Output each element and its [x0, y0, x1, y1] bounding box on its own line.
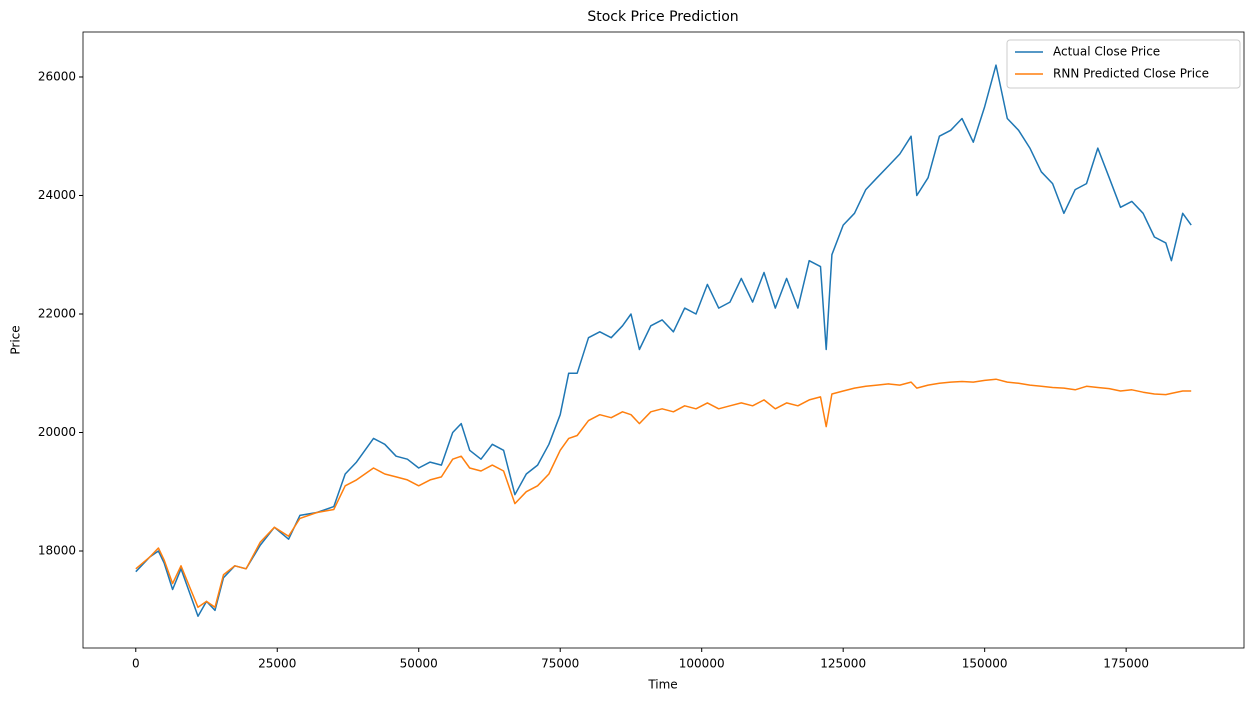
- x-tick-label: 175000: [1103, 657, 1149, 671]
- x-tick-label: 50000: [400, 657, 438, 671]
- y-tick-label: 26000: [38, 69, 76, 83]
- x-tick-label: 150000: [962, 657, 1008, 671]
- legend-label: Actual Close Price: [1053, 45, 1160, 59]
- y-tick-label: 20000: [38, 425, 76, 439]
- x-tick-label: 125000: [820, 657, 866, 671]
- legend-box: [1006, 39, 1241, 89]
- legend-label: RNN Predicted Close Price: [1053, 67, 1209, 81]
- x-tick-label: 75000: [541, 657, 579, 671]
- y-axis-label: Price: [9, 325, 23, 354]
- x-tick-label: 0: [132, 657, 140, 671]
- x-tick-label: 100000: [679, 657, 725, 671]
- y-tick-label: 18000: [38, 544, 76, 558]
- y-tick-label: 22000: [38, 306, 76, 320]
- plot-frame: [82, 31, 1245, 649]
- x-tick-label: 25000: [258, 657, 296, 671]
- data-line: [135, 64, 1192, 617]
- chart-title: Stock Price Prediction: [587, 9, 738, 25]
- y-tick-label: 24000: [38, 188, 76, 202]
- x-axis-label: Time: [647, 678, 677, 692]
- data-line: [135, 378, 1192, 609]
